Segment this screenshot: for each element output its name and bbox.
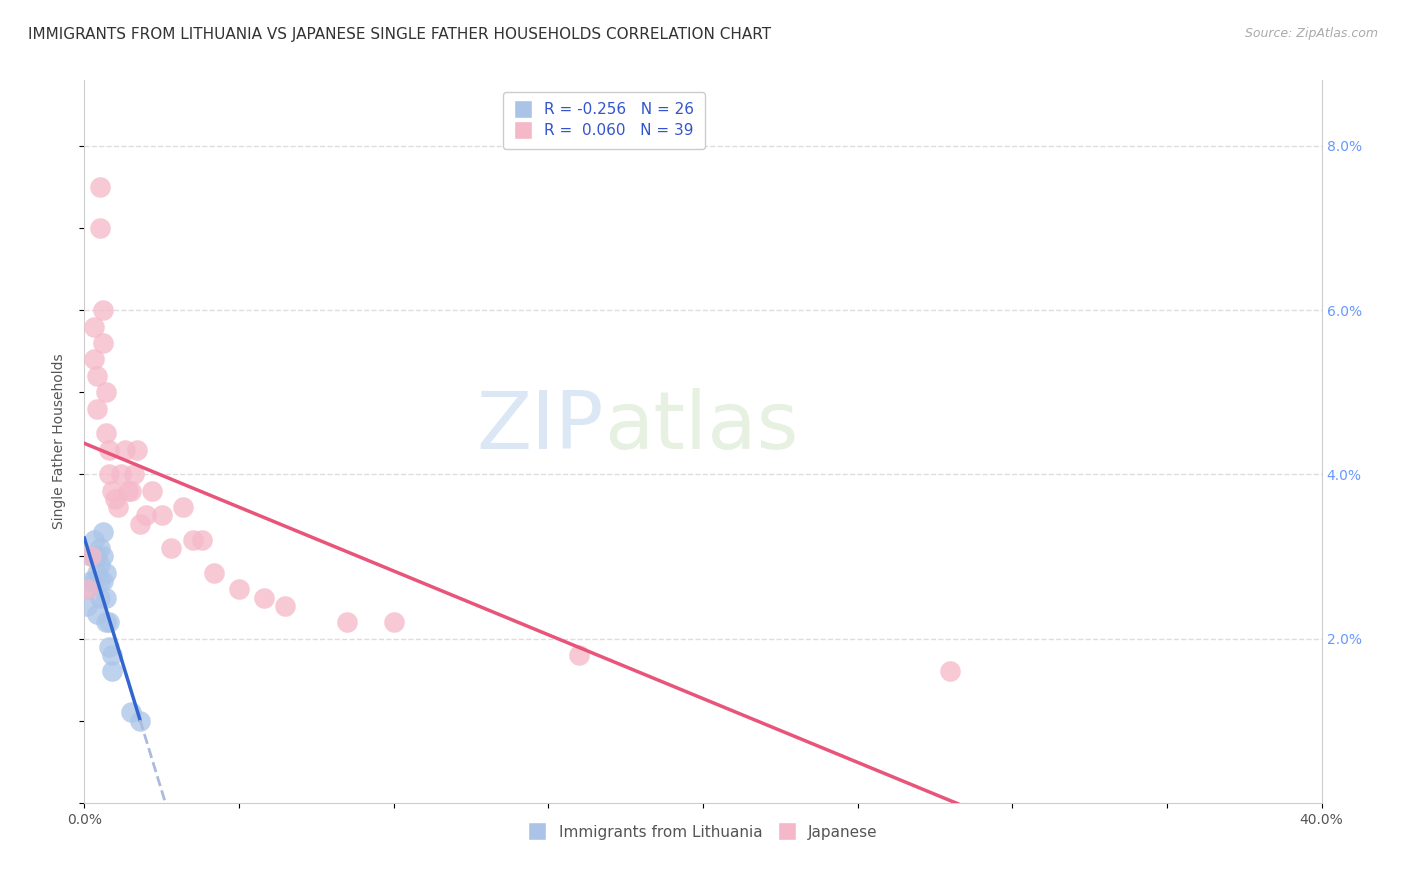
Point (150, 508, 173, 523)
Point (79, 549, 101, 564)
Text: IMMIGRANTS FROM LITHUANIA VS JAPANESE SINGLE FATHER HOUSEHOLDS CORRELATION CHART: IMMIGRANTS FROM LITHUANIA VS JAPANESE SI… (28, 27, 772, 42)
Point (122, 467, 145, 482)
Point (76, 582, 98, 597)
Point (120, 483, 142, 498)
Point (91, 549, 114, 564)
Point (86, 401, 108, 416)
Point (94, 566, 117, 580)
Text: ZIP: ZIP (477, 388, 605, 467)
Point (101, 665, 124, 679)
Point (98, 640, 121, 654)
Point (91, 574, 114, 588)
Point (160, 541, 183, 556)
Point (129, 516, 152, 531)
Point (336, 615, 359, 630)
Point (94, 615, 117, 630)
Point (98, 615, 121, 630)
Point (89, 558, 111, 572)
Point (202, 566, 225, 580)
Point (83, 533, 105, 547)
Point (79, 574, 101, 588)
Point (120, 706, 142, 720)
Point (86, 566, 108, 580)
Point (89, 574, 111, 588)
Point (91, 303, 114, 318)
Point (104, 491, 127, 506)
Point (79, 549, 101, 564)
Point (91, 524, 114, 539)
Point (939, 665, 962, 679)
Point (181, 533, 204, 547)
Point (382, 615, 405, 630)
Point (89, 221, 111, 235)
Point (83, 574, 105, 588)
Text: atlas: atlas (605, 388, 799, 467)
Point (98, 467, 121, 482)
Point (141, 483, 163, 498)
Point (114, 442, 136, 457)
Point (110, 467, 132, 482)
Point (253, 591, 276, 605)
Point (76, 582, 98, 597)
Point (191, 533, 214, 547)
Point (135, 508, 157, 523)
Point (228, 582, 250, 597)
Y-axis label: Single Father Households: Single Father Households (52, 354, 66, 529)
Point (83, 549, 105, 564)
Legend: Immigrants from Lithuania, Japanese: Immigrants from Lithuania, Japanese (522, 819, 884, 846)
Point (83, 319, 105, 334)
Point (91, 336, 114, 351)
Point (76, 599, 98, 613)
Text: Source: ZipAtlas.com: Source: ZipAtlas.com (1244, 27, 1378, 40)
Point (98, 442, 121, 457)
Point (89, 591, 111, 605)
Point (83, 352, 105, 367)
Point (94, 426, 117, 441)
Point (129, 714, 152, 728)
Point (94, 385, 117, 400)
Point (101, 648, 124, 662)
Point (172, 500, 194, 515)
Point (86, 607, 108, 621)
Point (94, 591, 117, 605)
Point (89, 180, 111, 194)
Point (86, 368, 108, 383)
Point (89, 541, 111, 556)
Point (107, 500, 129, 515)
Point (117, 483, 139, 498)
Point (125, 442, 148, 457)
Point (86, 549, 108, 564)
Point (568, 648, 591, 662)
Point (101, 483, 124, 498)
Point (274, 599, 297, 613)
